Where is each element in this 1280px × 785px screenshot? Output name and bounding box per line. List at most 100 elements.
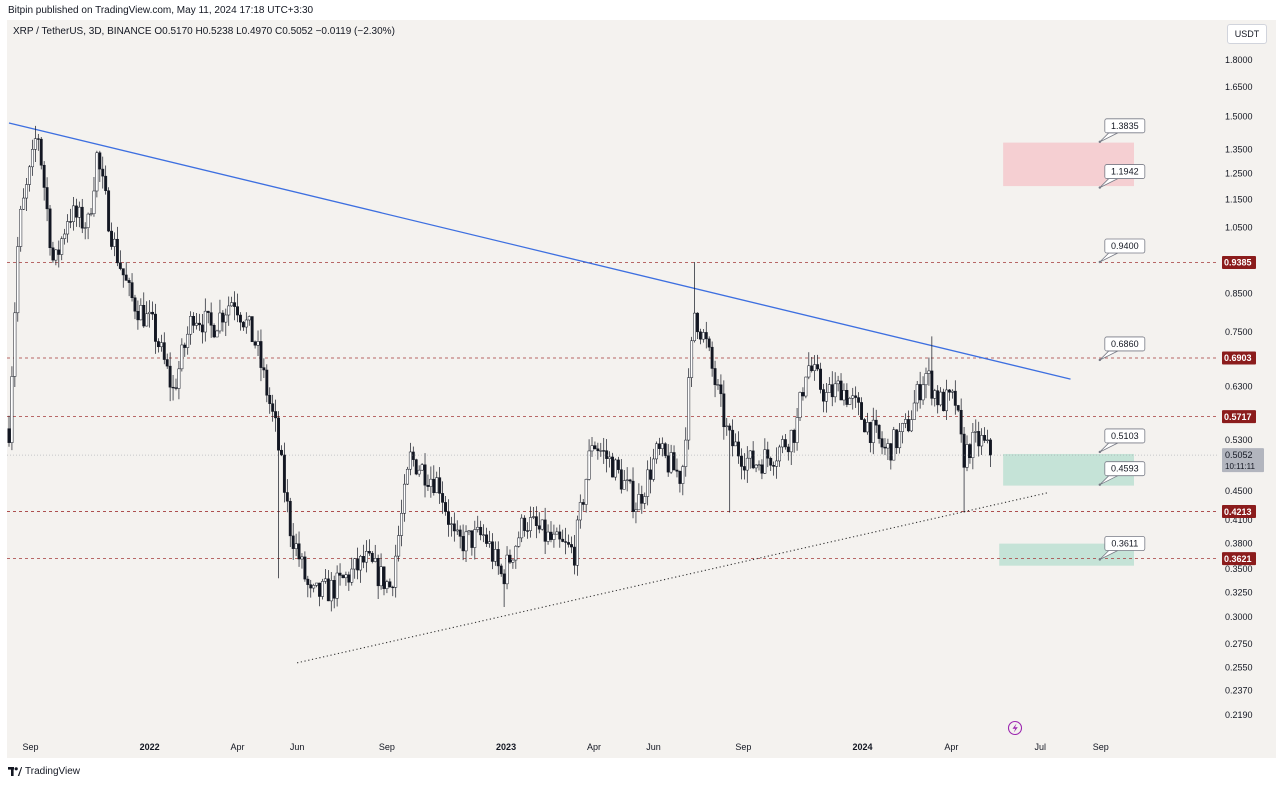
candle-body (860, 402, 863, 420)
candle-body (567, 542, 571, 545)
candle-body (848, 398, 852, 405)
candle-body (233, 302, 237, 307)
candle-body (215, 330, 219, 338)
candle-body (546, 531, 550, 542)
candle-body (323, 578, 327, 582)
candle-body (936, 390, 940, 406)
chart-area[interactable]: 1.3835 1.1942 0.9400 0.6860 0.5103 0.4593 0.36… (7, 20, 1276, 758)
candle-body (479, 526, 483, 536)
candle-body (139, 305, 143, 321)
candle-body (822, 389, 825, 402)
candle-body (224, 314, 228, 323)
candle-body (452, 523, 456, 532)
candle-body (48, 208, 52, 249)
candle-body (725, 425, 729, 428)
candle-body (447, 511, 450, 525)
candle-body (403, 483, 406, 514)
candle-body (578, 502, 582, 521)
candle-body (971, 432, 975, 458)
candle-body (285, 492, 289, 502)
candle-body (218, 312, 222, 332)
candle-body (174, 387, 178, 389)
candle-body (520, 517, 524, 539)
candle-body (441, 493, 445, 503)
candle-body (162, 342, 166, 360)
callout-label: 0.4593 (1111, 464, 1139, 474)
candle-body (719, 384, 723, 395)
candle-body (136, 310, 140, 321)
candle-body (28, 166, 31, 185)
candle-body (906, 419, 910, 432)
candle-body (549, 531, 553, 540)
candle-body (807, 365, 811, 378)
callout-box (1104, 461, 1146, 477)
candle-body (341, 575, 345, 579)
candle-body (953, 390, 957, 406)
candle-body (171, 386, 175, 389)
candle-body (238, 314, 242, 323)
callout-pointer (1099, 132, 1118, 143)
callout-box (1104, 336, 1146, 352)
candle-body (912, 402, 916, 420)
callout-anchor (1098, 358, 1102, 362)
candle-body (986, 439, 989, 441)
candle-body (778, 446, 781, 462)
tradingview-brand[interactable]: TradingView (25, 766, 81, 777)
candle-body (288, 500, 292, 537)
candle-body (19, 208, 23, 247)
candle-body (505, 554, 509, 585)
candle-body (760, 464, 764, 474)
candle-body (810, 365, 814, 371)
x-tick-label: Sep (22, 742, 38, 752)
candle-body (631, 480, 635, 512)
candle-body (602, 450, 606, 452)
y-tick-label: 1.6500 (1225, 82, 1253, 92)
candle-body (804, 376, 808, 397)
candle-body (663, 443, 667, 457)
candle-body (101, 168, 105, 177)
level-price-badge (1222, 256, 1256, 270)
candle-body (282, 454, 286, 493)
candle-body (300, 556, 304, 560)
candle-body (426, 484, 430, 487)
level-price-label: 0.9385 (1224, 258, 1252, 268)
candle-body (575, 519, 579, 566)
candle-body (921, 384, 925, 401)
currency-button[interactable]: USDT (1227, 24, 1267, 44)
candle-body (247, 316, 251, 321)
tradingview-logo-icon[interactable] (8, 767, 22, 776)
y-tick-label: 0.5300 (1225, 435, 1253, 445)
candle-body (678, 471, 682, 484)
candle-body (57, 249, 61, 255)
candle-body (291, 535, 295, 549)
candle-body (142, 305, 146, 327)
candle-body (432, 478, 436, 493)
candle-body (698, 331, 702, 340)
candle-body (400, 513, 404, 536)
candle-body (168, 365, 172, 388)
candle-body (502, 573, 506, 585)
candle-body (408, 451, 412, 470)
candle-body (716, 384, 720, 386)
candle-body (315, 582, 319, 586)
price-chart[interactable]: 1.3835 1.1942 0.9400 0.6860 0.5103 0.4593 0.36… (7, 20, 1276, 758)
candle-body (962, 433, 966, 468)
candle-body (657, 443, 661, 449)
candle-body (221, 312, 225, 323)
candle-body (95, 152, 99, 192)
candle-body (151, 311, 155, 315)
x-tick-label: Apr (944, 742, 958, 752)
candle-body (104, 175, 108, 191)
candle-body (945, 389, 948, 412)
x-tick-label: Jun (646, 742, 661, 752)
candle-body (933, 390, 937, 399)
candle-body (904, 419, 907, 424)
candle-body (977, 431, 981, 447)
candle-body (915, 384, 919, 404)
candle-body (857, 397, 861, 403)
callout-box (1104, 164, 1146, 179)
candle-body (464, 531, 468, 552)
candle-body (988, 439, 992, 456)
candle-body (203, 310, 207, 333)
candle-body (763, 449, 767, 474)
